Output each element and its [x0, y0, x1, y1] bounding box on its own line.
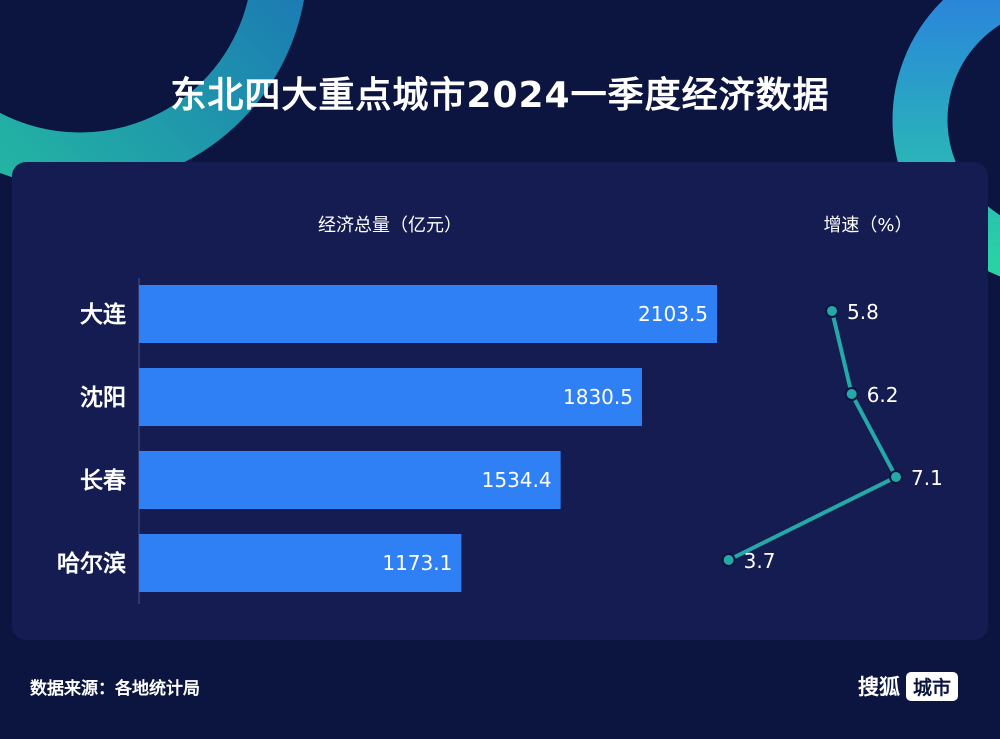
bar-series: 2103.5 大连 1830.5 沈阳 1534.4 长春 1173.1 哈尔滨 — [57, 285, 717, 592]
bar — [139, 534, 462, 592]
bar — [139, 368, 642, 426]
brand-tag: 城市 — [906, 671, 959, 701]
right-ring-decoration — [892, 0, 1000, 277]
growth-point — [825, 304, 839, 318]
bar — [139, 451, 561, 509]
data-source: 数据来源：各地统计局 — [30, 679, 200, 699]
category-label: 沈阳 — [80, 385, 126, 411]
category-label: 大连 — [80, 301, 127, 328]
bar-value-label: 1173.1 — [382, 551, 452, 575]
chart-title: 东北四大重点城市2024一季度经济数据 — [170, 75, 830, 116]
growth-point — [844, 387, 859, 401]
growth-value-label: 6.2 — [867, 383, 899, 407]
bar-value-label: 1830.5 — [563, 385, 633, 409]
bar-chart-header: 经济总量（亿元） — [318, 215, 462, 236]
growth-value-label: 7.1 — [911, 466, 943, 490]
brand-name: 搜狐 — [858, 675, 900, 699]
line-chart-header: 增速（%） — [823, 215, 912, 236]
bar-value-label: 2103.5 — [638, 302, 708, 326]
growth-series: 5.8 6.2 7.1 3.7 — [721, 300, 943, 573]
growth-value-label: 5.8 — [847, 300, 879, 324]
category-label: 哈尔滨 — [57, 550, 126, 577]
bar — [139, 285, 717, 343]
left-ring-decoration — [0, 0, 304, 188]
growth-point — [721, 553, 736, 567]
bar-value-label: 1534.4 — [482, 468, 552, 492]
growth-value-label: 3.7 — [744, 549, 776, 573]
brand-logo: 搜狐 城市 — [858, 671, 959, 701]
category-label: 长春 — [80, 468, 127, 494]
growth-point — [889, 470, 903, 484]
growth-line — [727, 310, 898, 562]
